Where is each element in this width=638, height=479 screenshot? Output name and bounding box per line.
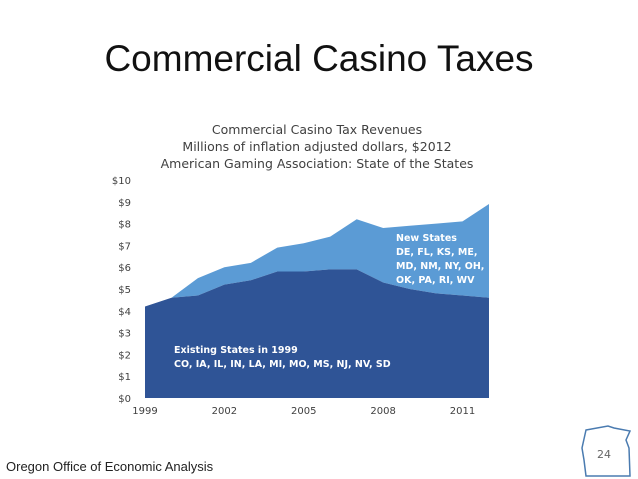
x-tick-label: 2002 <box>212 406 237 417</box>
y-tick-label: $10 <box>112 176 131 187</box>
x-tick-label: 2008 <box>370 406 395 417</box>
area-new-states <box>145 203 489 307</box>
y-tick-label: $4 <box>118 307 131 318</box>
y-tick-label: $3 <box>118 329 131 340</box>
y-tick-label: $6 <box>118 263 131 274</box>
y-tick-label: $7 <box>118 241 131 252</box>
oregon-state-icon <box>581 425 632 477</box>
existing-states-label: CO, IA, IL, IN, LA, MI, MO, MS, NJ, NV, … <box>174 359 391 370</box>
page-number-badge: 24 <box>581 425 632 477</box>
chart-title: Commercial Casino Tax Revenues Millions o… <box>161 122 474 171</box>
series-labels: Existing States in 1999 CO, IA, IL, IN, L… <box>174 233 484 370</box>
y-tick-label: $9 <box>118 198 131 209</box>
y-axis: $0 $1 $2 $3 $4 $5 $6 $7 $8 $9 $10 <box>112 176 131 405</box>
chart-title-line: Commercial Casino Tax Revenues <box>212 122 422 137</box>
new-states-label: MD, NM, NY, OH, <box>396 261 484 272</box>
chart-title-line: Millions of inflation adjusted dollars, … <box>182 139 451 154</box>
y-tick-label: $0 <box>118 394 131 405</box>
existing-states-label: Existing States in 1999 <box>174 345 298 356</box>
chart-title-line: American Gaming Association: State of th… <box>161 156 474 171</box>
area-series <box>145 203 489 398</box>
y-tick-label: $5 <box>118 285 131 296</box>
area-existing-states <box>145 269 489 398</box>
y-tick-label: $2 <box>118 350 131 361</box>
x-tick-label: 2011 <box>450 406 475 417</box>
x-axis: 1999 2002 2005 2008 2011 <box>132 406 475 417</box>
slide-title: Commercial Casino Taxes <box>104 38 534 79</box>
x-tick-label: 1999 <box>132 406 157 417</box>
y-tick-label: $8 <box>118 220 131 231</box>
footer-organization: Oregon Office of Economic Analysis <box>6 459 214 474</box>
new-states-label: DE, FL, KS, ME, <box>396 247 477 258</box>
y-tick-label: $1 <box>118 372 131 383</box>
new-states-label: New States <box>396 233 457 244</box>
page-number: 24 <box>597 448 611 461</box>
x-tick-label: 2005 <box>291 406 316 417</box>
new-states-label: OK, PA, RI, WV <box>396 275 475 286</box>
